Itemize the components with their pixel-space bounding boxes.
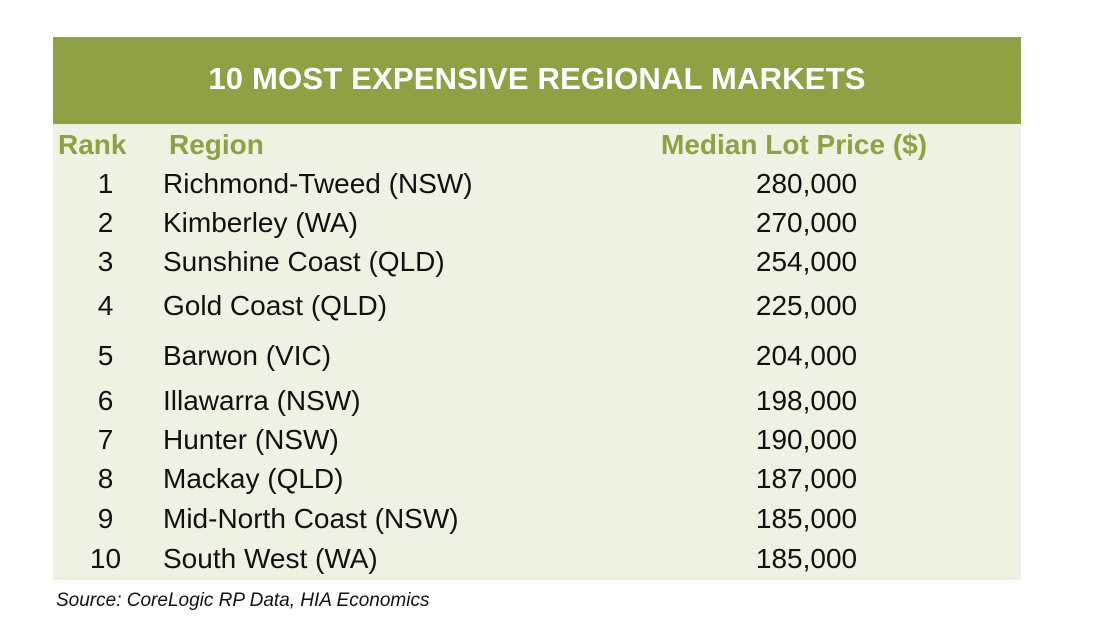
region-cell: Illawarra (NSW)	[160, 382, 590, 419]
rank-cell: 10	[53, 540, 158, 578]
rank-cell: 1	[53, 165, 158, 202]
region-cell: South West (WA)	[160, 540, 590, 578]
region-cell: Gold Coast (QLD)	[160, 282, 590, 329]
rank-cell: 8	[53, 460, 158, 497]
source-note: Source: CoreLogic RP Data, HIA Economics	[56, 590, 430, 611]
price-cell: 185,000	[592, 540, 1021, 578]
table-title: 10 MOST EXPENSIVE REGIONAL MARKETS	[208, 61, 866, 96]
price-cell: 187,000	[592, 460, 1021, 497]
rank-cell: 7	[53, 421, 158, 458]
column-header-region: Region	[169, 129, 264, 160]
region-cell: Richmond-Tweed (NSW)	[160, 165, 590, 202]
table-title-bar	[53, 37, 1021, 124]
price-cell: 185,000	[592, 499, 1021, 538]
region-cell: Barwon (VIC)	[160, 331, 590, 380]
rank-cell: 6	[53, 382, 158, 419]
region-cell: Mackay (QLD)	[160, 460, 590, 497]
column-header-rank: Rank	[58, 129, 127, 160]
rank-cell: 5	[53, 331, 158, 380]
region-cell: Mid-North Coast (NSW)	[160, 499, 590, 538]
price-cell: 198,000	[592, 382, 1021, 419]
price-cell: 204,000	[592, 331, 1021, 380]
region-cell: Sunshine Coast (QLD)	[160, 243, 590, 280]
rank-cell: 3	[53, 243, 158, 280]
price-cell: 190,000	[592, 421, 1021, 458]
data-table: 10 MOST EXPENSIVE REGIONAL MARKETS Rank …	[53, 37, 1021, 580]
region-cell: Kimberley (WA)	[160, 204, 590, 241]
rank-cell: 9	[53, 499, 158, 538]
column-header-price: Median Lot Price ($)	[661, 129, 928, 160]
price-cell: 280,000	[592, 165, 1021, 202]
price-cell: 270,000	[592, 204, 1021, 241]
region-cell: Hunter (NSW)	[160, 421, 590, 458]
price-cell: 225,000	[592, 282, 1021, 329]
price-cell: 254,000	[592, 243, 1021, 280]
rank-cell: 4	[53, 282, 158, 329]
rank-cell: 2	[53, 204, 158, 241]
